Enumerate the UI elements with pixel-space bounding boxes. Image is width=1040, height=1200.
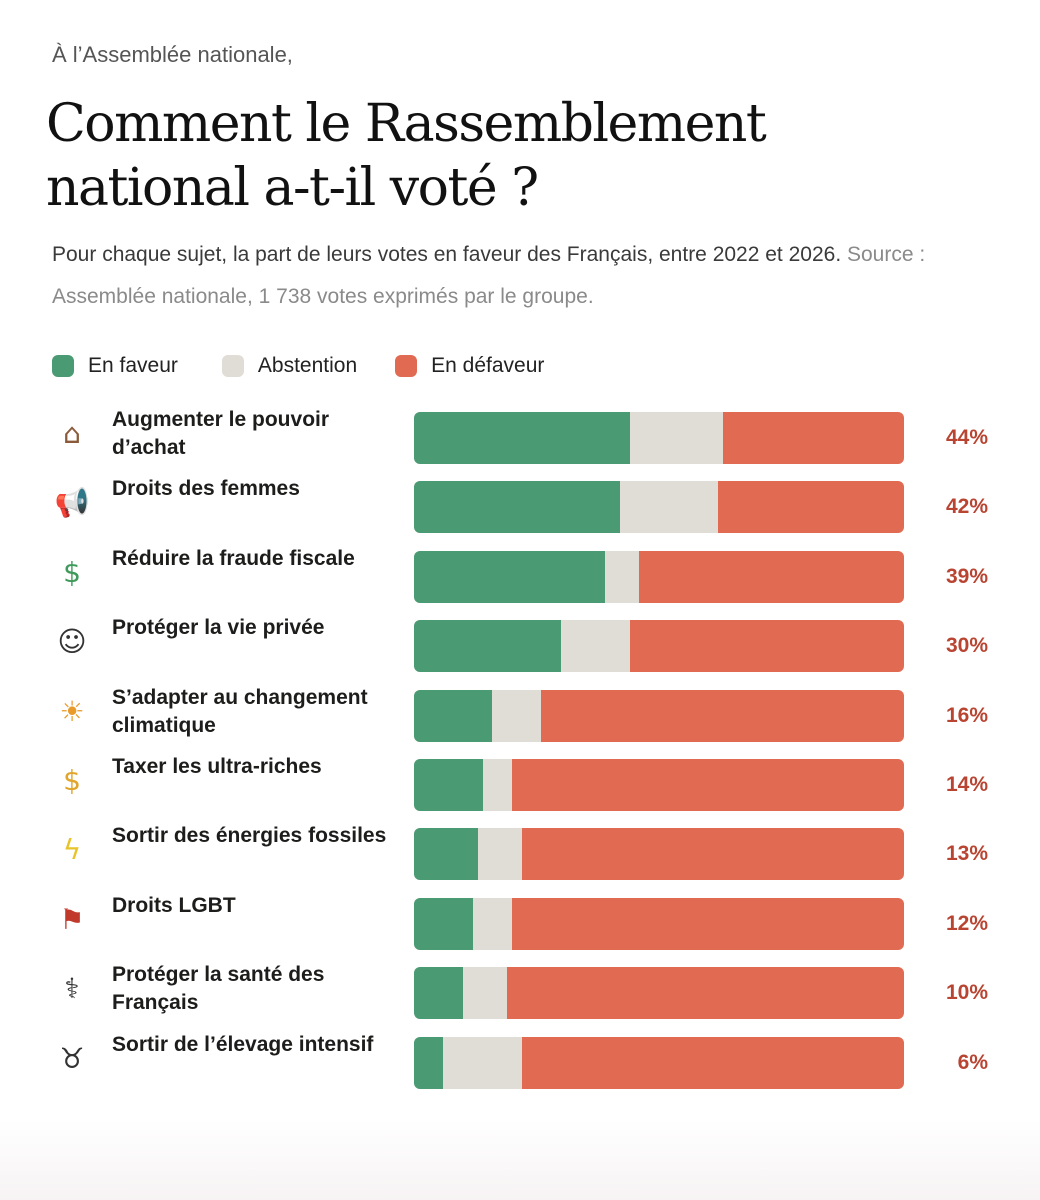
- lightning-icon: ϟ: [62, 833, 82, 867]
- chart-subtitle: Pour chaque sujet, la part de leurs vote…: [52, 234, 982, 318]
- chart-row: ⚕ Protéger la santé des Français 10%: [0, 959, 1040, 1028]
- legend-label-favour: En faveur: [88, 354, 178, 377]
- bar-segment-against: [521, 828, 904, 881]
- data-label-percent: 16%: [945, 703, 988, 727]
- stacked-bar: [414, 620, 904, 673]
- bar-segment-favour: [414, 1036, 444, 1089]
- data-label-percent: 42%: [945, 495, 988, 519]
- stacked-bar: [414, 481, 904, 534]
- stethoscope-icon: ⚕: [64, 972, 80, 1006]
- category-label: Protéger la santé des Français: [112, 963, 325, 1015]
- stacked-bar: [414, 412, 904, 464]
- megaphone-icon: 📢: [54, 486, 90, 520]
- bar-segment-against: [722, 412, 904, 464]
- chart-row: 📢 Droits des femmes 42%: [0, 473, 1040, 542]
- money-icon: $: [63, 555, 81, 589]
- legend-item-against: En défaveur: [395, 354, 544, 378]
- chart-row: ⚑ Droits LGBT 12%: [0, 890, 1040, 959]
- data-label-percent: 13%: [945, 842, 988, 866]
- category-label: S’adapter au changement climatique: [112, 685, 368, 737]
- bar-segment-abstention: [629, 412, 723, 464]
- stacked-bar: [414, 897, 904, 950]
- chart-row: ♉ Sortir de l’élevage intensif 6%: [0, 1029, 1040, 1098]
- house-icon: ⌂: [63, 417, 81, 450]
- bar-segment-abstention: [472, 897, 512, 950]
- bar-segment-against: [717, 481, 904, 534]
- data-label-percent: 30%: [945, 634, 988, 658]
- bar-segment-against: [521, 1036, 904, 1089]
- bar-segment-against: [629, 620, 904, 673]
- category-label: Réduire la fraude fiscale: [112, 546, 355, 570]
- legend-label-abstention: Abstention: [257, 354, 358, 377]
- subtitle-main: Pour chaque sujet, la part de leurs vote…: [52, 243, 842, 266]
- data-label-percent: 14%: [945, 773, 988, 796]
- category-label: Sortir des énergies fossiles: [112, 824, 387, 848]
- legend-swatch-abstention: [221, 355, 244, 377]
- chart-row: ϟ Sortir des énergies fossiles 13%: [0, 820, 1040, 889]
- category-label: Sortir de l’élevage intensif: [112, 1032, 374, 1056]
- legend: En faveur Abstention En défaveur: [52, 354, 582, 378]
- stacked-bar: [414, 689, 904, 742]
- data-label-percent: 44%: [945, 426, 988, 449]
- stacked-bar: [414, 759, 904, 811]
- money-bags-icon: $: [63, 764, 81, 797]
- chart-title: Comment le Rassemblement national a-t-il…: [46, 94, 767, 218]
- cow-icon: ♉: [59, 1041, 85, 1075]
- legend-label-against: En défaveur: [431, 354, 545, 377]
- bar-segment-favour: [414, 967, 463, 1020]
- bar-segment-favour: [414, 550, 606, 603]
- category-label: Taxer les ultra-riches: [112, 755, 322, 778]
- bar-segment-abstention: [463, 967, 508, 1020]
- data-label-percent: 12%: [945, 911, 988, 935]
- bar-segment-abstention: [477, 828, 522, 881]
- bar-segment-against: [541, 689, 904, 742]
- bar-segment-against: [511, 897, 904, 950]
- legend-swatch-against: [395, 355, 418, 377]
- stacked-bar: [414, 967, 904, 1020]
- data-label-percent: 6%: [957, 1050, 988, 1074]
- bar-segment-abstention: [605, 550, 640, 603]
- bar-segment-favour: [414, 897, 473, 950]
- bar-segment-favour: [414, 412, 630, 464]
- bar-segment-against: [639, 550, 904, 603]
- subtitle-source: Source : Assemblée nationale, 1 738 vote…: [52, 243, 926, 308]
- data-label-percent: 39%: [945, 564, 988, 588]
- bar-segment-against: [511, 759, 904, 811]
- bar-segment-favour: [414, 689, 493, 742]
- bar-segment-abstention: [482, 759, 512, 811]
- chart-row: ☀ S’adapter au changement climatique 16%: [0, 682, 1040, 751]
- bar-segment-favour: [414, 828, 478, 881]
- category-label: Protéger la vie privée: [112, 616, 325, 640]
- legend-item-abstention: Abstention: [221, 354, 358, 378]
- stacked-bar: [414, 828, 904, 881]
- bar-segment-favour: [414, 481, 620, 534]
- bar-segment-favour: [414, 759, 483, 811]
- bar-segment-abstention: [443, 1036, 522, 1089]
- legend-swatch-favour: [52, 355, 74, 377]
- thermometer-sun-icon: ☀: [59, 694, 85, 728]
- chart-row: $ Taxer les ultra-riches 14%: [0, 751, 1040, 820]
- bar-segment-abstention: [492, 689, 542, 742]
- stacked-bar: [414, 550, 904, 603]
- legend-item-favour: En faveur: [52, 354, 178, 378]
- bottom-fade: [0, 1120, 1040, 1200]
- bar-segment-against: [507, 967, 904, 1020]
- privacy-person-icon: ☺: [57, 625, 87, 659]
- eyebrow-text: À l’Assemblée nationale,: [52, 42, 293, 67]
- category-label: Augmenter le pouvoir d’achat: [112, 408, 330, 459]
- data-label-percent: 10%: [945, 981, 988, 1005]
- bar-segment-abstention: [619, 481, 718, 534]
- category-label: Droits LGBT: [112, 893, 236, 917]
- category-label: Droits des femmes: [112, 477, 300, 501]
- bar-segment-favour: [414, 620, 561, 673]
- stacked-bar: [414, 1036, 904, 1089]
- chart-row: ☺ Protéger la vie privée 30%: [0, 612, 1040, 681]
- rainbow-flag-icon: ⚑: [59, 902, 85, 936]
- bar-segment-abstention: [561, 620, 630, 673]
- chart-row: ⌂ Augmenter le pouvoir d’achat 44%: [0, 404, 1040, 473]
- chart-row: $ Réduire la fraude fiscale 39%: [0, 543, 1040, 612]
